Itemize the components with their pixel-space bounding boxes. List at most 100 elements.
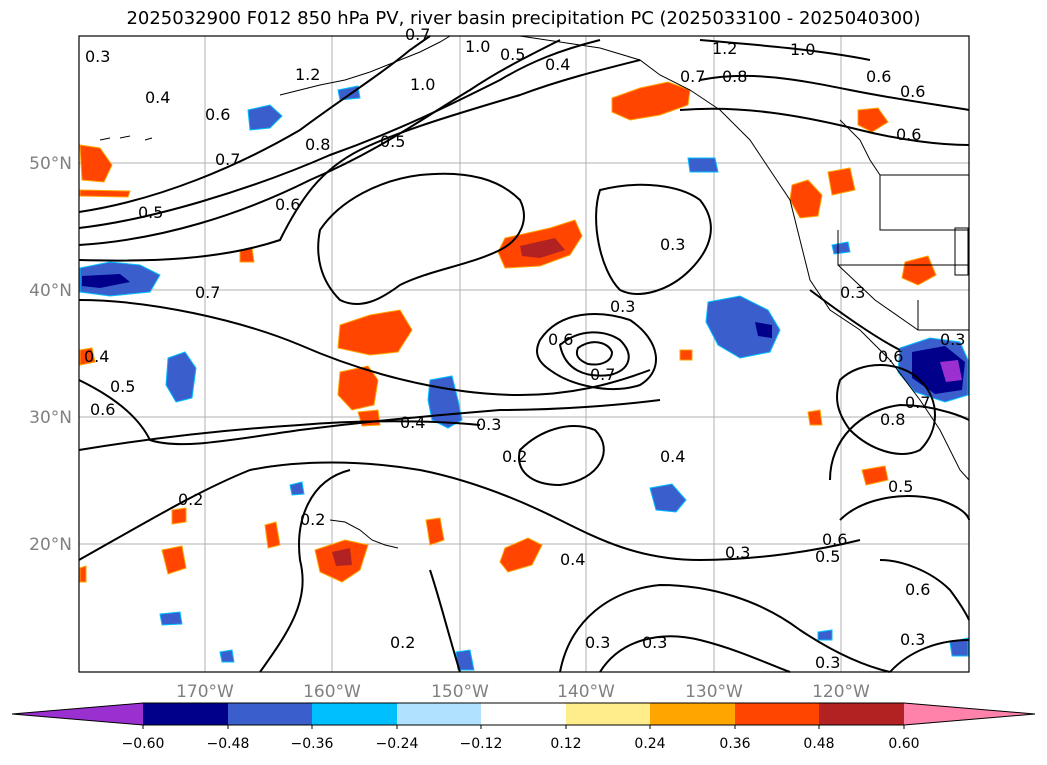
contour-label: 1.0 [790, 40, 815, 59]
contour-label: 0.3 [900, 630, 925, 649]
lat-label: 40°N [29, 281, 72, 301]
contour-label: 0.7 [195, 283, 220, 302]
colorbar-tick-label: −0.48 [207, 736, 250, 752]
contour-label: 0.6 [905, 580, 930, 599]
colorbar-segment [735, 703, 819, 725]
contour-label: 0.5 [888, 477, 913, 496]
precip-positive-region [827, 167, 856, 196]
precip-positive-region [901, 255, 937, 286]
contour-label: 0.3 [642, 633, 667, 652]
precip-negative-region [687, 157, 719, 173]
contour-label: 1.0 [410, 75, 435, 94]
colorbar-tick-label: −0.60 [122, 736, 165, 752]
contour-label: 0.2 [502, 447, 527, 466]
contour-label: 0.4 [145, 88, 170, 107]
precip-positive-region [161, 545, 187, 575]
precip-negative-region [159, 611, 183, 626]
contour-label: 0.7 [215, 150, 240, 169]
contour-label: 0.4 [545, 55, 570, 74]
colorbar-segment [397, 703, 481, 725]
contour-label: 0.3 [610, 297, 635, 316]
contour-label: 0.8 [305, 135, 330, 154]
precip-positive-region [79, 347, 96, 366]
precip-dark-negative [912, 346, 965, 394]
precip-negative-region [219, 649, 235, 663]
contour-label: 0.3 [840, 283, 865, 302]
colorbar-segment [650, 703, 735, 725]
colorbar-tick-label: 0.60 [888, 736, 919, 752]
contour-label: 0.3 [940, 330, 965, 349]
colorbar-tick-marks [142, 725, 905, 729]
contour-label: 0.5 [110, 377, 135, 396]
precip-dark-negative [755, 322, 772, 338]
colorbar-segment [312, 703, 397, 725]
colorbar-segment [819, 703, 904, 725]
lon-label: 170°W [176, 682, 234, 702]
contour-label: 0.3 [85, 47, 110, 66]
contour-label: 0.3 [476, 415, 501, 434]
contour-label: 0.6 [900, 82, 925, 101]
contour-label: 0.6 [896, 125, 921, 144]
precip-positive-region [679, 349, 693, 361]
contour-label: 0.3 [725, 543, 750, 562]
contour-label: 1.2 [712, 39, 737, 58]
contour-label: 0.7 [905, 393, 930, 412]
precip-positive-region [337, 365, 379, 411]
precip-negative-region [289, 481, 305, 496]
precip-positive-region [499, 537, 543, 573]
colorbar-segment [143, 703, 228, 725]
contour-label: 0.4 [400, 413, 425, 432]
precip-positive-region [171, 507, 187, 525]
precip-positive-region [79, 144, 113, 183]
lon-label: 140°W [557, 682, 615, 702]
contour-label: 0.6 [205, 105, 230, 124]
contour-label: 0.5 [815, 547, 840, 566]
precip-negative-region [337, 85, 361, 101]
contour-label: 0.8 [722, 67, 747, 86]
lat-label: 50°N [29, 154, 72, 174]
precip-dark-negative [82, 274, 130, 288]
contour-label: 0.5 [380, 132, 405, 151]
precip-purple-region [940, 360, 962, 382]
colorbar: −0.60 −0.48 −0.36 −0.24 −0.12 0.12 0.24 … [11, 702, 1036, 752]
colorbar-tick-label: 0.48 [803, 736, 834, 752]
contour-label: 0.7 [590, 365, 615, 384]
precip-negative-region [247, 104, 283, 131]
contour-label: 0.5 [138, 203, 163, 222]
lon-label: 160°W [303, 682, 361, 702]
colorbar-segment [228, 703, 312, 725]
lat-label: 30°N [29, 408, 72, 428]
colorbar-tick-label: −0.12 [460, 736, 503, 752]
precip-positive-region [79, 189, 131, 198]
contour-label: 0.2 [178, 490, 203, 509]
contour-label: 0.3 [815, 653, 840, 672]
contour-label: 0.6 [275, 195, 300, 214]
colorbar-min-extension [12, 703, 143, 725]
contour-label: 1.0 [465, 37, 490, 56]
contour-label: 0.8 [880, 410, 905, 429]
lat-label: 20°N [29, 535, 72, 555]
colorbar-tick-label: −0.24 [376, 736, 419, 752]
colorbar-max-extension [904, 703, 1035, 725]
contour-label: 0.4 [84, 347, 109, 366]
lon-label: 130°W [685, 682, 743, 702]
contour-labels: 0.3 0.4 0.6 0.7 1.2 0.7 1.0 1.0 0.5 0.4 … [84, 25, 965, 672]
contour-label: 1.2 [295, 65, 320, 84]
precip-positive-region [264, 521, 281, 549]
colorbar-tick-label: −0.36 [291, 736, 334, 752]
colorbar-segment [481, 703, 566, 725]
precip-positive-region [79, 565, 87, 583]
precip-negative-region [649, 483, 687, 513]
precip-positive-region [861, 465, 889, 486]
colorbar-tick-label: 0.36 [719, 736, 750, 752]
contour-label: 0.7 [405, 25, 430, 44]
precip-negative-region [831, 241, 851, 255]
longitude-labels: 170°W 160°W 150°W 140°W 130°W 120°W [176, 682, 870, 702]
colorbar-segment [566, 703, 650, 725]
precip-positive-region [807, 409, 823, 426]
precip-positive-region [857, 107, 889, 133]
precip-negative-region [165, 351, 197, 403]
contour-label: 0.3 [585, 633, 610, 652]
contour-label: 0.3 [660, 235, 685, 254]
